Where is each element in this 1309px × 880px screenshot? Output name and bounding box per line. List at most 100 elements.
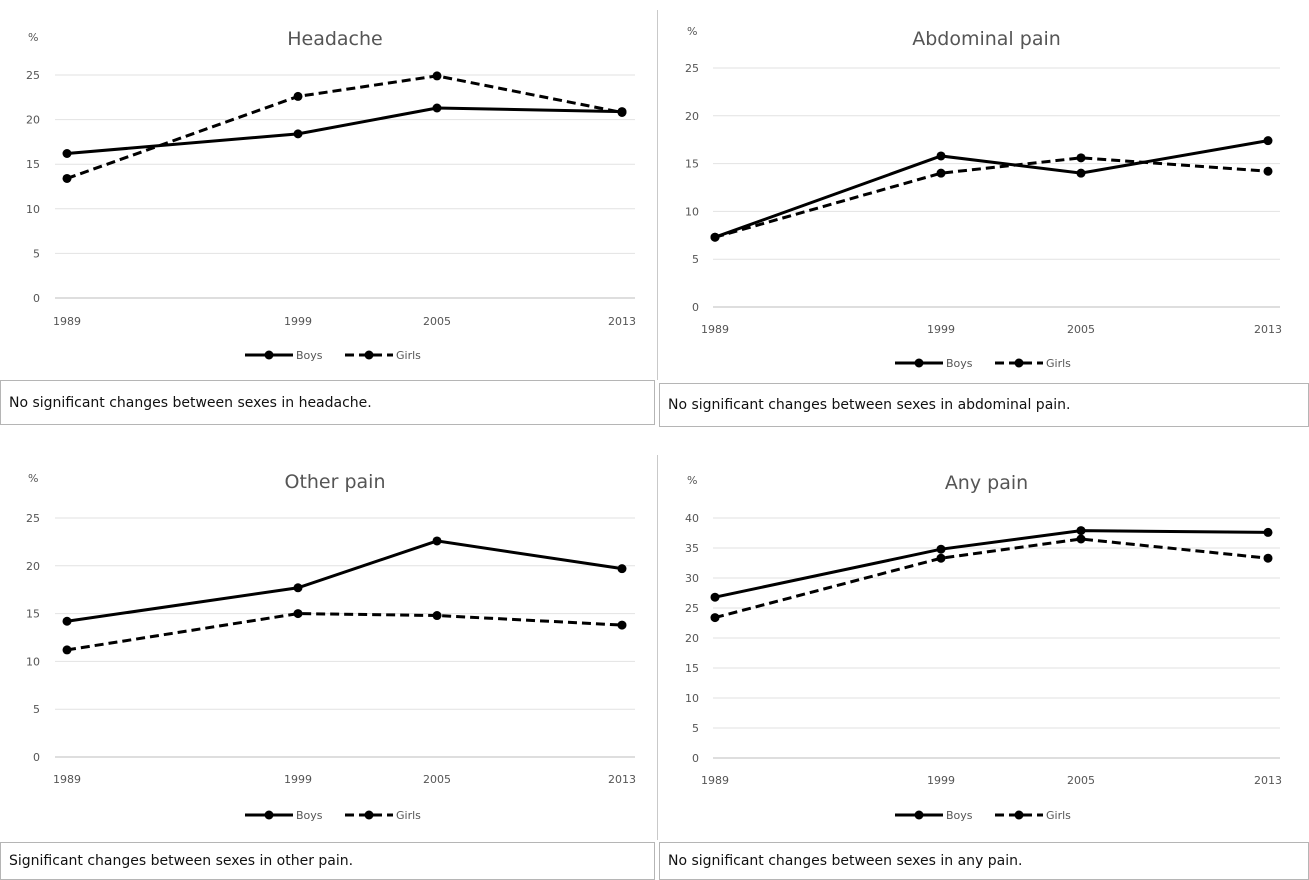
data-point-girls (936, 168, 946, 178)
series-line-girls (66, 612, 623, 652)
chart-svg-headache: Headache% 0 5 10 15 20 25 1989 1999 2005 2013 Boys G… (26, 28, 636, 362)
data-point-boys (936, 151, 946, 161)
chart-panel-headache: Headache% 0 5 10 15 20 25 1989 1999 2005 2013 Boys G… (0, 0, 655, 380)
panel-divider-bottom (657, 455, 658, 840)
y-axis-label: % (28, 472, 38, 485)
x-tick-label: 1989 (53, 315, 81, 328)
x-tick-label: 1989 (701, 774, 729, 787)
legend-marker-girls (1014, 810, 1024, 820)
data-point-girls (617, 620, 627, 630)
data-point-girls (62, 645, 72, 655)
data-point-boys (432, 103, 442, 113)
data-point-boys (62, 616, 72, 626)
y-tick-label: 35 (685, 542, 699, 555)
data-point-girls (710, 613, 720, 623)
legend-marker-boys (914, 358, 924, 368)
y-tick-label: 0 (692, 752, 699, 765)
y-tick-label: 25 (26, 69, 40, 82)
data-point-girls (62, 173, 72, 183)
series-line-boys (714, 529, 1269, 599)
data-point-girls (617, 107, 627, 117)
chart-title: Other pain (284, 471, 385, 493)
legend-marker-girls (1014, 358, 1024, 368)
y-tick-label: 20 (26, 560, 40, 573)
y-tick-label: 5 (692, 253, 699, 266)
x-tick-label: 1989 (701, 323, 729, 336)
chart-svg-other-pain: Other pain% 0 5 10 15 20 25 1989 1999 2005 2013 Boy… (26, 471, 636, 822)
legend-label-girls: Girls (1046, 809, 1071, 822)
panel-divider-top (657, 10, 658, 380)
series-line-girls (66, 74, 623, 180)
x-tick-label: 1999 (284, 315, 312, 328)
series-line-boys (714, 139, 1269, 239)
y-tick-label: 20 (685, 110, 699, 123)
x-tick-label: 1989 (53, 773, 81, 786)
data-point-boys (1263, 136, 1273, 146)
x-tick-label: 2005 (423, 773, 451, 786)
x-tick-label: 1999 (927, 774, 955, 787)
series-line-girls (714, 537, 1269, 620)
y-axis-label: % (687, 474, 697, 487)
y-tick-label: 15 (685, 662, 699, 675)
y-tick-label: 5 (692, 722, 699, 735)
data-point-girls (936, 553, 946, 563)
y-tick-label: 30 (685, 572, 699, 585)
chart-title: Any pain (945, 472, 1028, 494)
caption-other-pain: Significant changes between sexes in oth… (0, 842, 655, 880)
data-point-boys (936, 544, 946, 554)
y-tick-label: 0 (33, 292, 40, 305)
x-tick-label: 2005 (423, 315, 451, 328)
chart-svg-any-pain: Any pain% 0 5 10 15 20 25 30 35 40 1989 1999 2005 201… (685, 472, 1282, 822)
legend-marker-boys (264, 810, 274, 820)
y-tick-label: 10 (26, 655, 40, 668)
legend-label-boys: Boys (296, 809, 323, 822)
caption-abdominal-pain: No significant changes between sexes in … (659, 383, 1309, 427)
y-tick-label: 0 (33, 751, 40, 764)
legend-marker-girls (364, 350, 374, 360)
chart-panel-any-pain: Any pain% 0 5 10 15 20 25 30 35 40 1989 1999 2005 201… (659, 455, 1309, 840)
data-point-girls (1076, 534, 1086, 544)
x-tick-label: 2013 (1254, 323, 1282, 336)
data-point-girls (432, 71, 442, 81)
y-tick-label: 40 (685, 512, 699, 525)
chart-panel-abdominal-pain: Abdominal pain% 0 5 10 15 20 25 1989 1999 2005 201… (659, 0, 1309, 385)
y-tick-label: 15 (685, 158, 699, 171)
y-tick-label: 25 (685, 602, 699, 615)
y-tick-label: 25 (685, 62, 699, 75)
legend-label-girls: Girls (1046, 357, 1071, 370)
legend-label-boys: Boys (296, 349, 323, 362)
data-point-boys (293, 583, 303, 593)
caption-any-pain: No significant changes between sexes in … (659, 842, 1309, 880)
y-axis-label: % (687, 25, 697, 38)
data-point-boys (710, 592, 720, 602)
legend-marker-boys (914, 810, 924, 820)
y-tick-label: 10 (685, 692, 699, 705)
series-line-boys (66, 106, 623, 155)
x-tick-label: 2005 (1067, 323, 1095, 336)
series-line-boys (66, 539, 623, 623)
data-point-girls (710, 232, 720, 242)
data-point-boys (293, 129, 303, 139)
data-point-boys (1263, 527, 1273, 537)
data-point-girls (1263, 553, 1273, 563)
data-point-girls (432, 611, 442, 621)
data-point-girls (293, 609, 303, 619)
chart-title: Abdominal pain (912, 28, 1061, 50)
x-tick-label: 1999 (927, 323, 955, 336)
x-tick-label: 2013 (608, 315, 636, 328)
x-tick-label: 2013 (1254, 774, 1282, 787)
y-axis-label: % (28, 31, 38, 44)
data-point-girls (293, 91, 303, 101)
legend-label-boys: Boys (946, 357, 973, 370)
data-point-boys (617, 564, 627, 574)
series-line-girls (714, 156, 1269, 239)
x-tick-label: 1999 (284, 773, 312, 786)
y-tick-label: 25 (26, 512, 40, 525)
legend-marker-boys (264, 350, 274, 360)
y-tick-label: 5 (33, 703, 40, 716)
data-point-boys (62, 148, 72, 158)
y-tick-label: 20 (685, 632, 699, 645)
y-tick-label: 0 (692, 301, 699, 314)
y-tick-label: 15 (26, 608, 40, 621)
legend-label-boys: Boys (946, 809, 973, 822)
